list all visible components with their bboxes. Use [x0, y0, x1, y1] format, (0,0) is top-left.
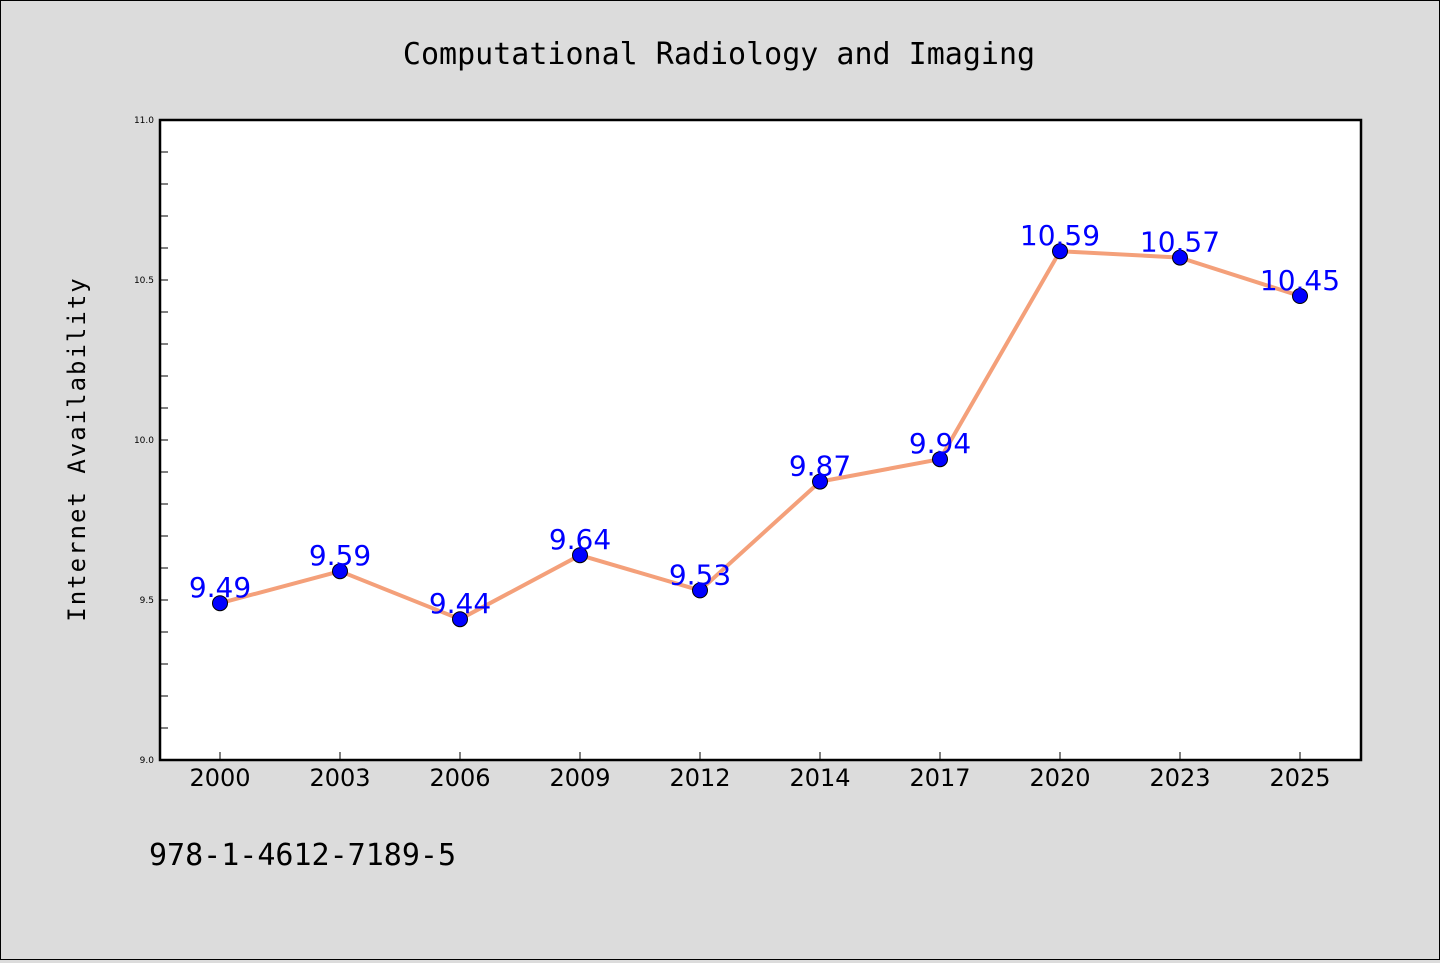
data-point	[1172, 249, 1188, 266]
data-label: 10.57	[1140, 226, 1220, 259]
x-axis: 2000 2003 2006 2009 2012 2014 2017 2020 2023 2025	[189, 752, 1331, 792]
y-tick-label: 9.5	[140, 596, 154, 606]
data-point	[1052, 243, 1068, 260]
data-label: 9.49	[189, 571, 251, 604]
x-tick-label: 2020	[1029, 764, 1090, 792]
x-tick-label: 2017	[909, 764, 970, 792]
footer-code: 978-1-4612-7189-5	[149, 838, 456, 873]
x-tick-label: 2006	[429, 764, 490, 792]
x-tick-label: 2023	[1149, 764, 1210, 792]
data-label: 9.59	[309, 539, 371, 572]
data-point	[572, 547, 588, 564]
data-point	[452, 611, 468, 628]
y-tick-label: 10.5	[134, 276, 154, 286]
y-tick-label: 10.0	[134, 436, 154, 446]
data-label: 9.87	[789, 450, 851, 483]
y-axis: 9.0 9.5 10.0 10.5 11.0	[134, 116, 168, 766]
data-label: 9.44	[429, 587, 491, 620]
data-point	[1292, 288, 1308, 304]
data-point	[812, 473, 828, 490]
y-axis-label: Internet Availability	[63, 276, 91, 621]
x-tick-label: 2014	[789, 764, 850, 792]
chart-title: Computational Radiology and Imaging	[403, 37, 1035, 72]
data-label: 9.94	[909, 427, 971, 460]
series-line	[218, 249, 1302, 622]
data-label: 10.59	[1020, 219, 1100, 252]
plot-area	[158, 118, 1363, 762]
x-tick-label: 2003	[309, 764, 370, 792]
series-layer: 9.49 9.59 9.44 9.64 9.53 9.87 9.94 10.59 10.57 10…	[189, 219, 1340, 628]
data-point	[212, 595, 228, 612]
x-tick-label: 2012	[669, 764, 730, 792]
y-tick-label: 9.0	[140, 756, 155, 766]
data-point	[692, 582, 708, 599]
x-tick-label: 2025	[1269, 764, 1330, 792]
y-tick-label: 11.0	[134, 116, 154, 126]
data-label: 10.45	[1260, 264, 1340, 297]
data-label: 9.64	[549, 523, 611, 556]
x-tick-label: 2009	[549, 764, 610, 792]
data-label: 9.53	[669, 558, 731, 591]
x-tick-label: 2000	[189, 764, 250, 792]
data-point	[332, 563, 348, 580]
data-point	[932, 451, 948, 468]
